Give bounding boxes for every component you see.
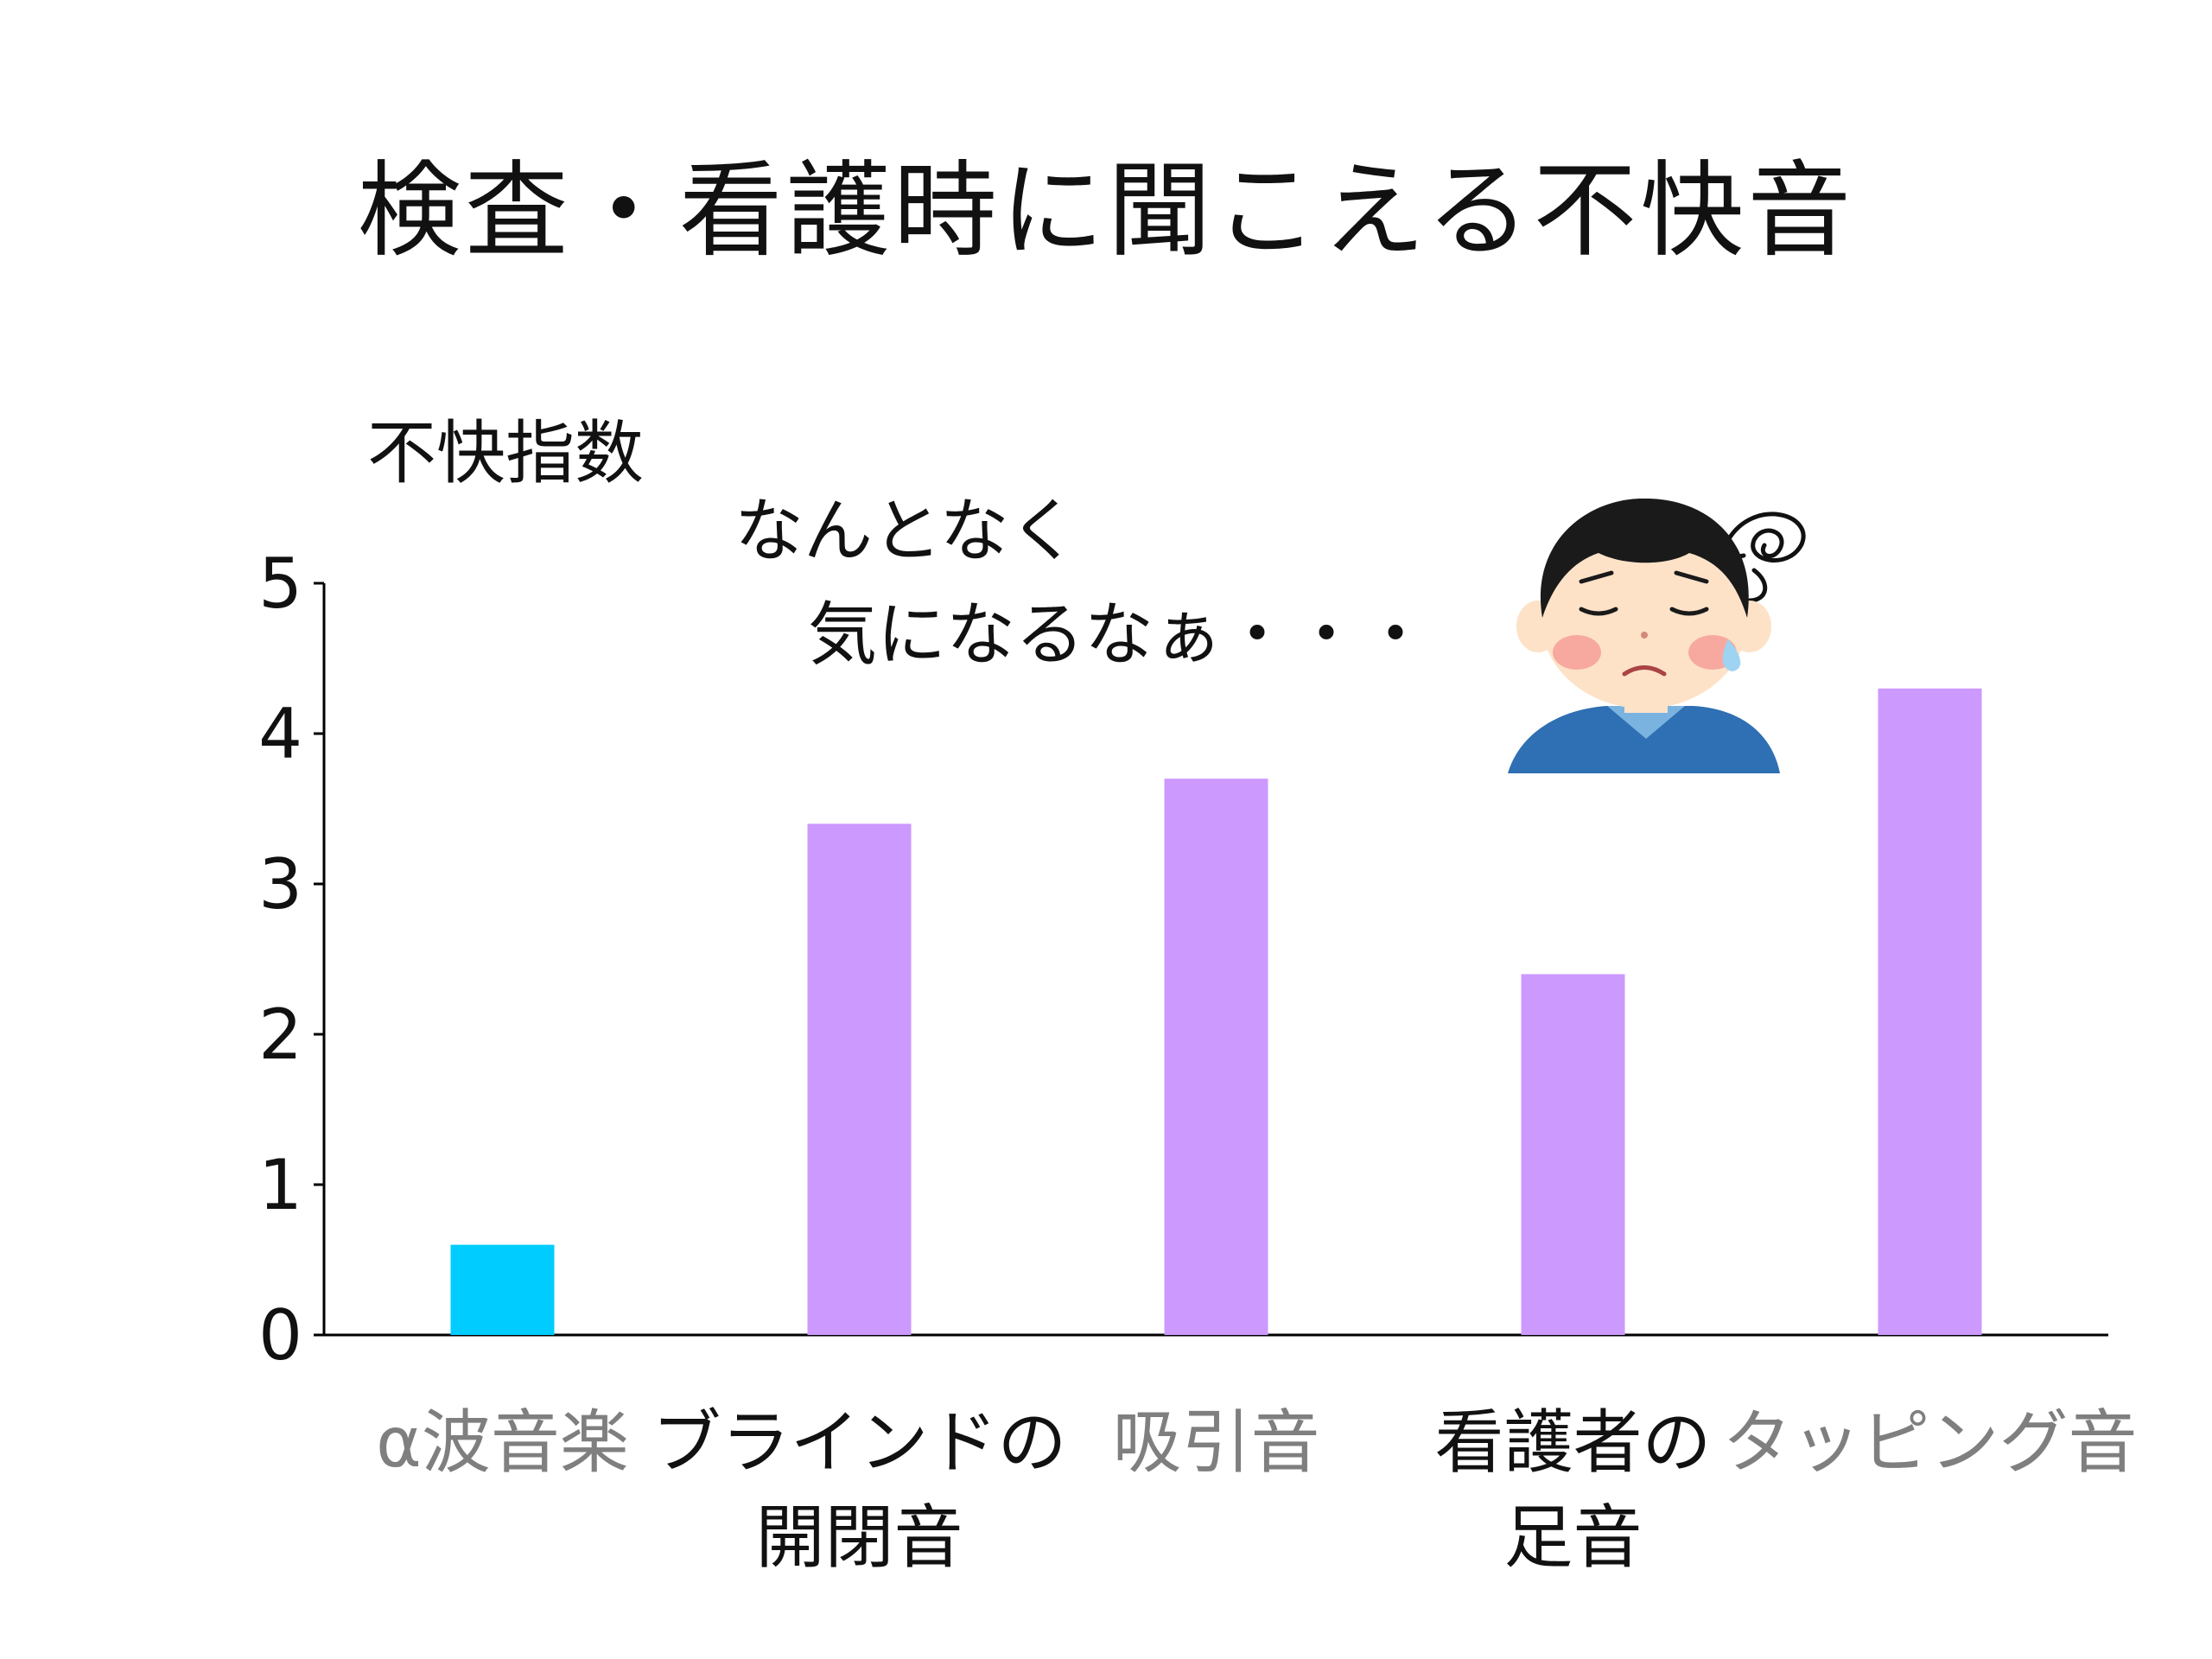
mouth-shape bbox=[1622, 665, 1667, 677]
left-cheek bbox=[1553, 635, 1601, 670]
y-tick-label: 0 bbox=[258, 1295, 302, 1376]
x-tick-label-line-1: 看護者の bbox=[1434, 1402, 1712, 1483]
x-tick-label: α波音楽 bbox=[287, 1395, 719, 1491]
x-tick-label-line-1: 吸引音 bbox=[1112, 1402, 1320, 1483]
x-tick-label-line-2: 足音 bbox=[1503, 1497, 1643, 1578]
y-tick-label: 1 bbox=[258, 1145, 302, 1225]
annotation-line-2: 気になるなぁ・・・ bbox=[808, 594, 1430, 675]
bar bbox=[1521, 974, 1625, 1335]
bar bbox=[1164, 779, 1268, 1335]
y-axis-label: 不快指数 bbox=[367, 413, 644, 493]
bar bbox=[1878, 688, 1982, 1335]
x-tick-label: タッピング音 bbox=[1714, 1395, 2146, 1491]
shirt-shape bbox=[1508, 706, 1780, 773]
right-brow bbox=[1674, 570, 1709, 584]
x-tick-label-line-2: 開閉音 bbox=[755, 1497, 963, 1578]
collar-shape bbox=[1607, 706, 1685, 739]
x-tick-label: 吸引音 bbox=[1001, 1395, 1433, 1491]
y-tick-label: 3 bbox=[258, 844, 302, 925]
x-tick-label-line-1: ブラインドの bbox=[652, 1402, 1067, 1483]
x-tick-label: ブラインドの 開閉音 bbox=[644, 1395, 1076, 1586]
annotation-line-1: なんとなく bbox=[734, 491, 1078, 571]
x-tick-label-line-1: タッピング音 bbox=[1722, 1402, 2138, 1483]
x-tick-label-line-1: α波音楽 bbox=[376, 1402, 629, 1483]
x-tick-label: 看護者の 足音 bbox=[1357, 1395, 1789, 1586]
sweat-drop-icon bbox=[1722, 639, 1741, 671]
y-tick-label: 2 bbox=[258, 995, 302, 1075]
y-tick-label: 4 bbox=[258, 694, 302, 774]
hair-shape bbox=[1540, 498, 1749, 618]
left-brow bbox=[1579, 570, 1614, 584]
right-eye bbox=[1669, 607, 1709, 616]
worried-boy-icon bbox=[1508, 498, 1806, 773]
bar bbox=[450, 1244, 555, 1335]
y-tick-label: 5 bbox=[258, 543, 302, 624]
bar bbox=[807, 823, 912, 1335]
nose-shape bbox=[1641, 632, 1648, 639]
page-title: 検査・看護時に聞こえる不快音 bbox=[357, 151, 1855, 271]
left-eye bbox=[1579, 607, 1618, 616]
